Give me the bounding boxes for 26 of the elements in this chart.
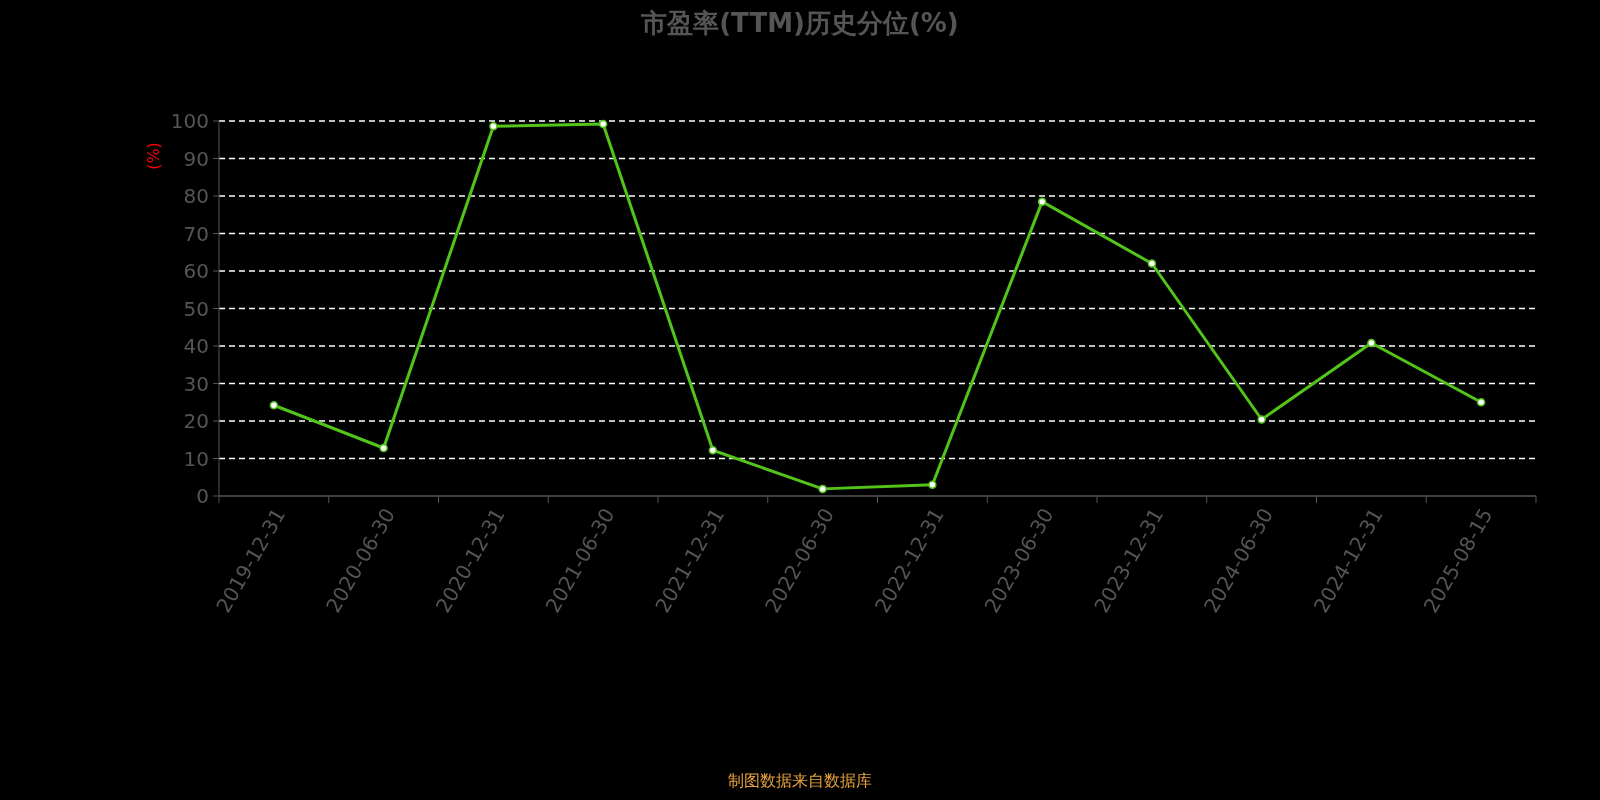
y-axis-title: (%) <box>144 142 163 170</box>
point <box>1476 398 1486 407</box>
y-tick-label: 40 <box>183 334 209 358</box>
chart-title: 市盈率(TTM)历史分位(%) <box>640 8 959 38</box>
point <box>708 446 718 455</box>
point <box>928 480 937 489</box>
point <box>489 122 498 131</box>
point <box>1147 259 1157 268</box>
y-tick-label: 90 <box>183 146 209 171</box>
point <box>1257 415 1266 424</box>
text: 制图数据来自数据库 <box>728 771 872 790</box>
y-tick-label: 50 <box>183 296 209 321</box>
y-tick-label: 10 <box>183 446 209 471</box>
y-tick-label: 20 <box>183 409 209 433</box>
point <box>1037 197 1047 206</box>
y-tick-label: 80 <box>183 184 209 208</box>
point <box>379 443 388 453</box>
y-tick-label: 30 <box>183 371 209 396</box>
y-tick-label: 100 <box>170 109 209 133</box>
y-tick-label: 0 <box>196 484 209 508</box>
y-tick-label: 60 <box>183 259 209 283</box>
point <box>818 484 827 494</box>
point <box>598 119 608 129</box>
point <box>1367 338 1376 348</box>
y-tick-label: 70 <box>183 221 209 246</box>
point <box>269 401 279 410</box>
